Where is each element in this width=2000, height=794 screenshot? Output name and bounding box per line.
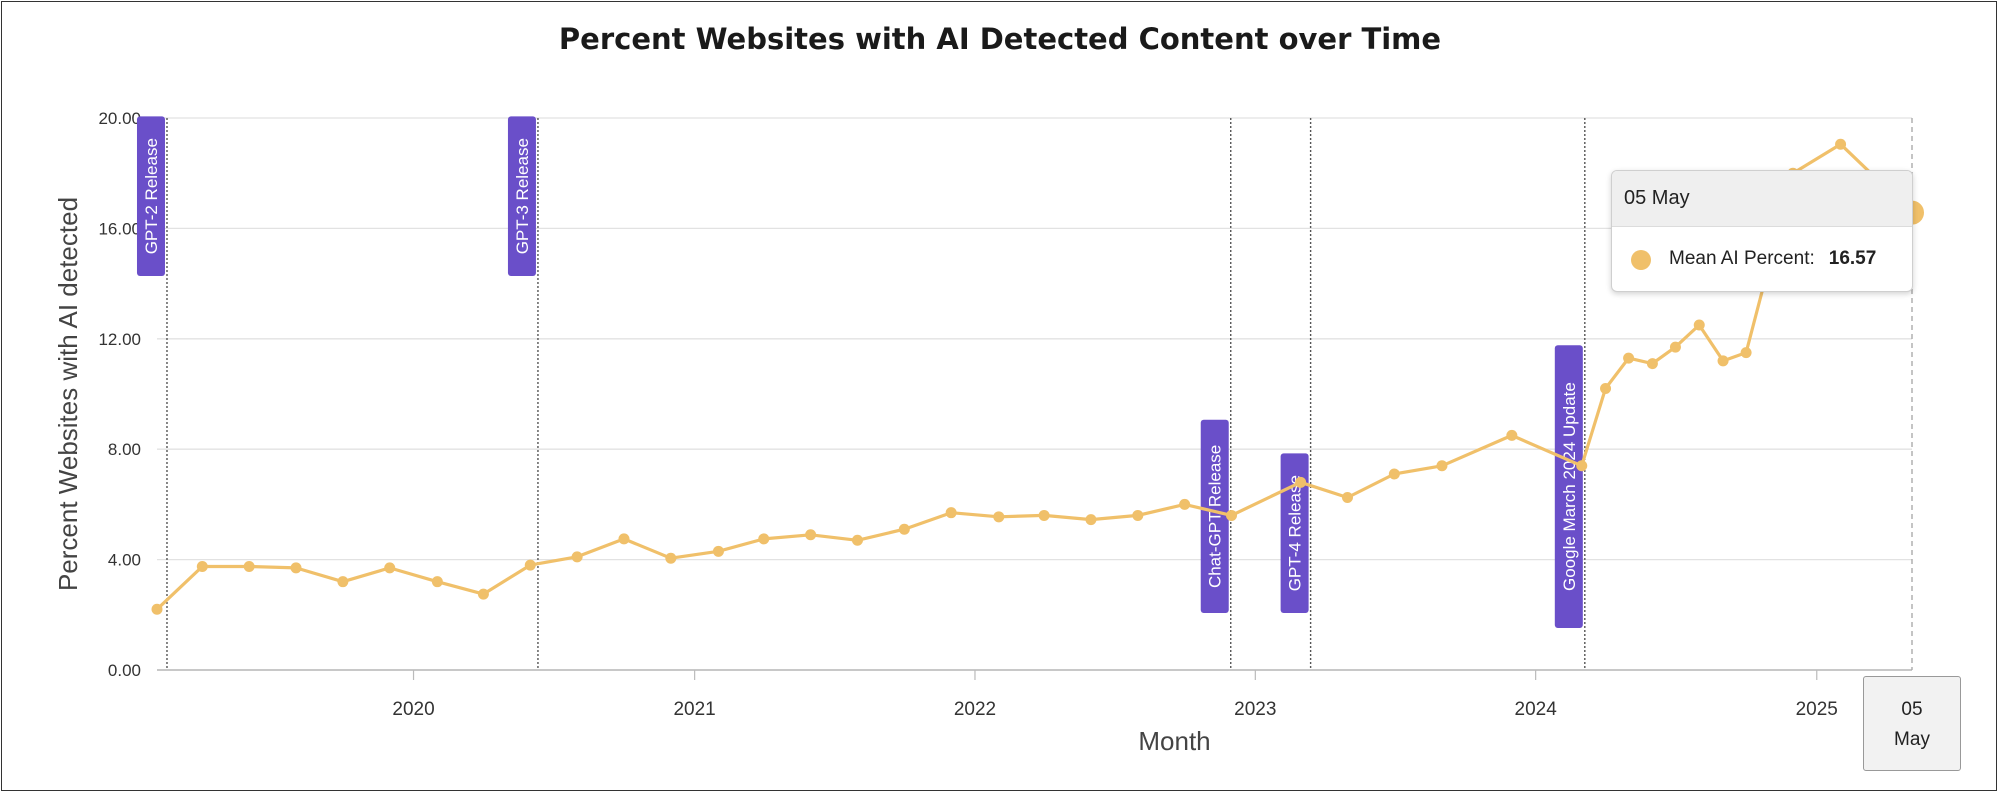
data-point bbox=[243, 561, 255, 572]
data-point bbox=[1646, 358, 1658, 370]
data-point bbox=[337, 576, 349, 588]
data-point bbox=[805, 529, 817, 541]
event-label: GPT-4 Release bbox=[1280, 453, 1309, 613]
x-tick-label: 2023 bbox=[1234, 699, 1276, 720]
event-label: GPT-3 Release bbox=[507, 116, 536, 277]
data-point bbox=[1693, 319, 1705, 331]
event-label-text: GPT-3 Release bbox=[513, 138, 532, 254]
event-label-text: GPT-4 Release bbox=[1286, 475, 1305, 591]
data-point bbox=[1179, 498, 1191, 510]
series-line bbox=[155, 142, 1914, 611]
data-point bbox=[712, 545, 724, 557]
y-tick-label: 12.00 bbox=[98, 330, 141, 349]
x-axis-title: Month bbox=[1138, 726, 1210, 756]
data-point bbox=[290, 562, 302, 574]
data-point bbox=[851, 534, 863, 546]
data-point bbox=[1132, 509, 1144, 521]
event-label-text: Google March 2024 Update bbox=[1560, 382, 1579, 591]
tooltip-row: Mean AI Percent: 16.57 bbox=[1612, 227, 1912, 291]
event-label-box bbox=[1200, 419, 1229, 613]
y-tick-label: 0.00 bbox=[108, 661, 141, 680]
data-point bbox=[1600, 382, 1612, 394]
data-point bbox=[945, 507, 957, 519]
x-tick-label: 2022 bbox=[954, 699, 996, 720]
data-point bbox=[665, 552, 677, 564]
event-label: Google March 2024 Update bbox=[1554, 345, 1583, 628]
crosshair-month: May bbox=[1894, 729, 1930, 750]
tooltip-series-label: Mean AI Percent: bbox=[1669, 248, 1815, 269]
data-point bbox=[1740, 347, 1752, 359]
data-point bbox=[1388, 468, 1400, 480]
crosshair-x-label: 05 May bbox=[1863, 676, 1961, 771]
data-tooltip: 05 May Mean AI Percent: 16.57 bbox=[1611, 170, 1913, 292]
data-point bbox=[1436, 460, 1448, 472]
data-point bbox=[898, 523, 910, 535]
y-axis-title: Percent Websites with AI detected bbox=[53, 197, 83, 591]
y-tick-label: 20.00 bbox=[98, 109, 141, 128]
data-point bbox=[1717, 355, 1729, 367]
data-point bbox=[1085, 514, 1097, 526]
y-tick-label: 4.00 bbox=[108, 551, 141, 570]
data-point bbox=[1295, 476, 1307, 488]
data-point bbox=[384, 562, 396, 574]
tooltip-series-dot bbox=[1631, 250, 1651, 270]
x-tick-label: 2021 bbox=[673, 699, 715, 720]
data-point bbox=[1226, 509, 1238, 521]
data-point bbox=[1623, 352, 1635, 364]
x-tick-label: 2024 bbox=[1515, 699, 1558, 720]
event-label-box bbox=[1280, 453, 1309, 613]
data-point bbox=[1038, 509, 1050, 521]
y-tick-label: 8.00 bbox=[108, 440, 141, 459]
data-point bbox=[993, 511, 1005, 523]
data-point bbox=[1835, 138, 1847, 150]
data-point bbox=[196, 561, 208, 572]
x-tick-label: 2020 bbox=[392, 699, 434, 720]
data-point bbox=[151, 603, 163, 615]
chart-title: Percent Websites with AI Detected Conten… bbox=[558, 22, 1442, 56]
event-label-box bbox=[507, 116, 536, 277]
tooltip-value: 16.57 bbox=[1828, 248, 1877, 269]
y-tick-label: 16.00 bbox=[98, 219, 141, 238]
data-point bbox=[431, 576, 443, 588]
event-label: Chat-GPT Release bbox=[1200, 419, 1229, 613]
x-tick-label: 2025 bbox=[1796, 699, 1838, 720]
event-label-text: Chat-GPT Release bbox=[1206, 445, 1225, 588]
data-point bbox=[1576, 460, 1588, 472]
data-point bbox=[758, 533, 770, 545]
data-point bbox=[477, 588, 489, 600]
data-point bbox=[1506, 429, 1518, 441]
data-point bbox=[1669, 341, 1681, 353]
event-label-box bbox=[1554, 345, 1583, 628]
data-point bbox=[524, 559, 536, 571]
data-point bbox=[618, 533, 630, 545]
event-label: GPT-2 Release bbox=[136, 116, 165, 277]
crosshair-day: 05 bbox=[1901, 699, 1923, 720]
tooltip-header: 05 May bbox=[1612, 171, 1912, 227]
event-label-box bbox=[136, 116, 165, 277]
event-label-text: GPT-2 Release bbox=[142, 138, 161, 254]
data-point bbox=[1341, 492, 1353, 503]
data-point bbox=[571, 551, 583, 563]
